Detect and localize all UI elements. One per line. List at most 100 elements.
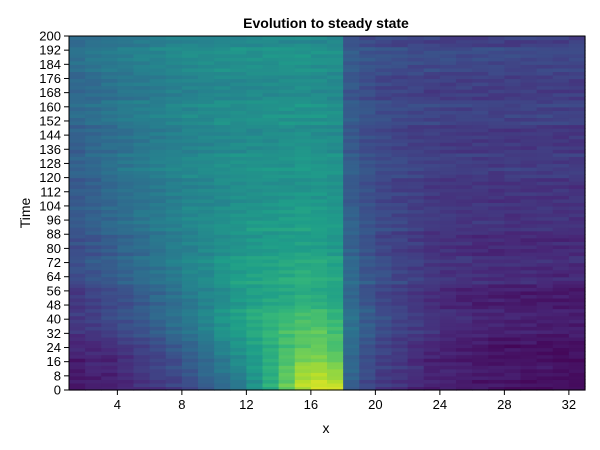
heatmap-cell — [101, 163, 118, 168]
heatmap-cell — [310, 82, 328, 87]
heatmap-cell — [230, 39, 247, 44]
heatmap-cell — [504, 262, 522, 267]
heatmap-cell — [327, 159, 344, 165]
heatmap-cell — [552, 386, 570, 391]
heatmap-cell — [359, 379, 376, 384]
heatmap-cell — [310, 379, 328, 384]
y-tick-label: 152 — [39, 113, 61, 128]
heatmap-cell — [165, 124, 183, 129]
heatmap-cell — [85, 85, 102, 90]
heatmap-cell — [246, 128, 264, 133]
heatmap-cell — [278, 365, 296, 370]
heatmap-cell — [536, 138, 554, 143]
heatmap-cell — [214, 78, 231, 83]
heatmap-cell — [214, 379, 231, 384]
heatmap-cell — [181, 117, 199, 122]
heatmap-cell — [504, 266, 522, 271]
heatmap-cell — [278, 60, 296, 65]
y-tick-label: 0 — [54, 383, 61, 398]
heatmap-cell — [85, 74, 102, 80]
heatmap-cell — [101, 145, 118, 150]
heatmap-cell — [101, 343, 118, 349]
heatmap-cell — [310, 294, 328, 299]
heatmap-cell — [359, 382, 376, 388]
heatmap-cell — [181, 96, 199, 101]
heatmap-cell — [488, 259, 505, 264]
heatmap-cell — [165, 379, 183, 384]
heatmap-cell — [310, 99, 328, 104]
heatmap-cell — [149, 64, 167, 69]
heatmap-cell — [504, 213, 522, 218]
heatmap-cell — [520, 237, 538, 242]
heatmap-cell — [536, 209, 554, 214]
heatmap-cell — [407, 358, 425, 363]
heatmap-cell — [391, 57, 409, 62]
heatmap-cell — [85, 276, 102, 281]
heatmap-cell — [536, 184, 554, 189]
heatmap-cell — [230, 216, 247, 221]
heatmap-cell — [488, 315, 505, 320]
heatmap-cell — [423, 375, 441, 380]
x-axis-label: x — [323, 420, 330, 436]
heatmap-cell — [520, 120, 538, 126]
heatmap-cell — [439, 60, 457, 65]
heatmap-cell — [117, 195, 135, 200]
heatmap-cell — [262, 241, 280, 246]
heatmap-cell — [407, 336, 425, 342]
heatmap-cell — [359, 326, 376, 331]
heatmap-cell — [504, 308, 522, 313]
heatmap-cell — [101, 152, 118, 157]
heatmap-cell — [85, 241, 102, 246]
heatmap-cell — [214, 329, 231, 334]
heatmap-cell — [85, 297, 102, 303]
heatmap-cell — [278, 71, 296, 76]
heatmap-cell — [246, 297, 264, 303]
heatmap-cell — [198, 152, 215, 157]
heatmap-cell — [214, 326, 231, 331]
heatmap-cell — [375, 294, 393, 299]
heatmap-cell — [343, 138, 360, 143]
heatmap-cell — [472, 266, 489, 271]
heatmap-cell — [423, 110, 441, 115]
heatmap-cell — [101, 205, 118, 211]
heatmap-cell — [165, 244, 183, 249]
heatmap-cell — [536, 326, 554, 331]
heatmap-cell — [472, 375, 489, 380]
heatmap-cell — [568, 85, 586, 90]
heatmap-cell — [181, 82, 199, 87]
heatmap-cell — [246, 287, 264, 292]
heatmap-cell — [520, 368, 538, 373]
heatmap-cell — [343, 273, 360, 278]
heatmap-cell — [472, 50, 489, 55]
heatmap-cell — [327, 46, 344, 51]
heatmap-cell — [343, 379, 360, 384]
heatmap-cell — [230, 50, 247, 55]
heatmap-cell — [85, 149, 102, 154]
heatmap-cell — [246, 60, 264, 65]
heatmap-cell — [439, 213, 457, 218]
heatmap-cell — [294, 135, 312, 140]
heatmap-cell — [310, 60, 328, 65]
heatmap-cell — [85, 361, 102, 366]
heatmap-cell — [375, 195, 393, 200]
heatmap-cell — [214, 67, 231, 72]
heatmap-cell — [536, 74, 554, 80]
heatmap-cell — [456, 294, 473, 299]
heatmap-cell — [472, 78, 489, 83]
heatmap-cell — [552, 191, 570, 196]
heatmap-cell — [472, 372, 489, 377]
heatmap-cell — [536, 163, 554, 168]
heatmap-cell — [343, 227, 360, 232]
heatmap-cell — [359, 110, 376, 115]
heatmap-cell — [407, 113, 425, 119]
heatmap-cell — [101, 110, 118, 115]
heatmap-cell — [101, 223, 118, 228]
heatmap-cell — [391, 343, 409, 349]
heatmap-cell — [472, 67, 489, 72]
heatmap-cell — [423, 39, 441, 44]
heatmap-cell — [294, 106, 312, 111]
heatmap-cell — [294, 60, 312, 65]
heatmap-cell — [472, 71, 489, 76]
heatmap-cell — [552, 198, 570, 203]
heatmap-cell — [214, 220, 231, 225]
